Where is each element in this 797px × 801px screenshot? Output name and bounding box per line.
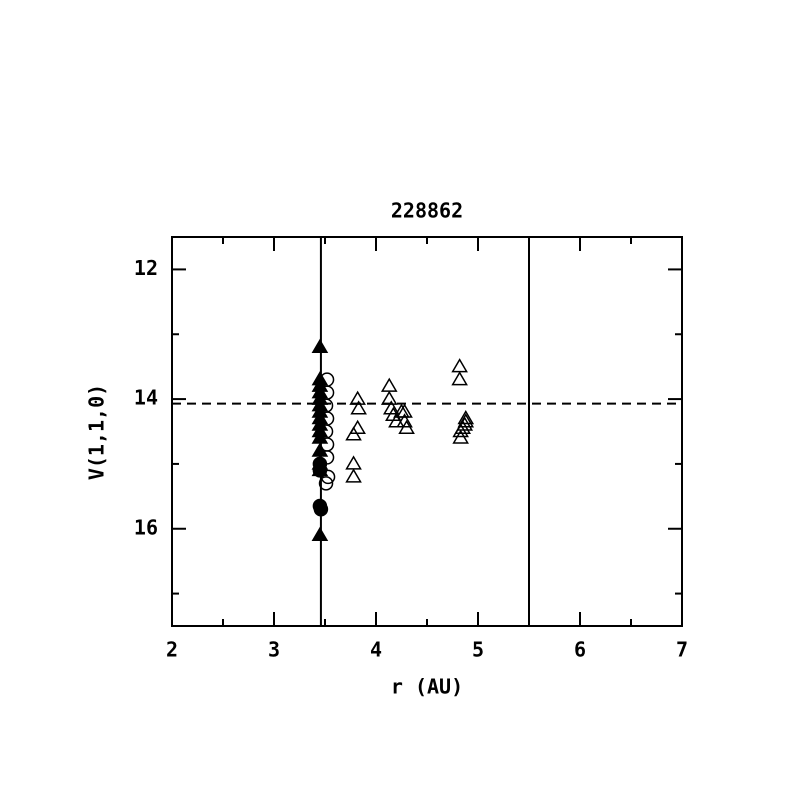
point	[345, 455, 362, 470]
point	[313, 502, 329, 517]
y-axis-label: V(1,1,0)	[85, 384, 109, 480]
point	[319, 450, 335, 465]
x-tick-label: 5	[472, 638, 484, 662]
y-tick-label: 12	[134, 256, 158, 280]
point	[451, 358, 468, 373]
point	[345, 468, 362, 483]
x-tick-label: 2	[166, 638, 178, 662]
point	[311, 338, 329, 353]
chart-title: 228862	[391, 199, 463, 223]
point	[398, 419, 415, 435]
point	[382, 400, 400, 415]
x-tick-label: 6	[574, 638, 586, 662]
point	[457, 410, 475, 425]
x-axis-label: r (AU)	[391, 675, 463, 699]
point	[311, 526, 329, 541]
point	[349, 419, 366, 435]
point	[388, 413, 405, 428]
point	[396, 403, 413, 418]
x-tick-label: 4	[370, 638, 382, 662]
y-tick-label: 16	[134, 515, 158, 539]
point	[319, 437, 335, 452]
x-tick-label: 7	[676, 638, 688, 662]
point	[320, 469, 336, 485]
plot-frame	[171, 236, 683, 627]
point	[396, 413, 413, 428]
y-tick-label: 14	[134, 386, 158, 410]
point	[380, 390, 398, 405]
point	[380, 377, 398, 392]
point	[312, 463, 328, 478]
point	[451, 371, 468, 386]
point	[457, 413, 475, 428]
point	[318, 476, 334, 491]
x-tick-label: 3	[268, 638, 280, 662]
point	[350, 400, 367, 415]
